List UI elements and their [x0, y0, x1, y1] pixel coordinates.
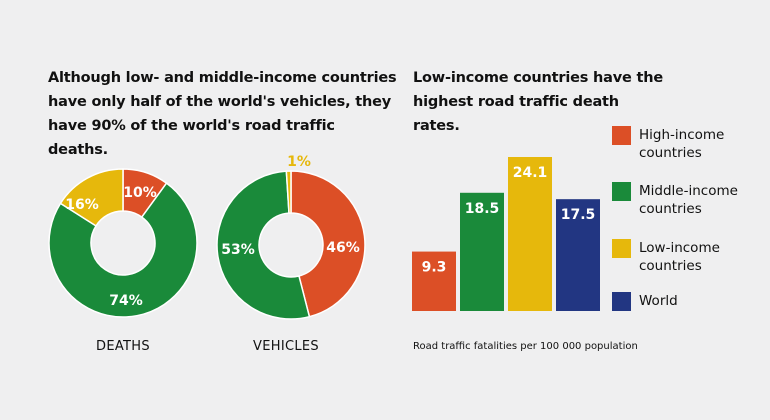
bar-high-income-countries [412, 251, 456, 311]
deaths-slice-2 [59, 168, 124, 227]
bar-value-label-middle-income-countries: 18.5 [465, 201, 500, 217]
deaths-vehicles-heading: Although low- and middle-income countrie… [48, 70, 397, 158]
vehicles-caption: VEHICLES [253, 339, 319, 354]
legend-label-middle-income: Middle-income countries [639, 183, 738, 217]
legend-label-high-income: High-income countries [639, 127, 725, 161]
bar-value-label-world: 17.5 [561, 207, 596, 223]
bar-low-income-countries [508, 157, 552, 311]
death-rates-heading: Low-income countries have the highest ro… [413, 70, 663, 134]
deaths-slice-label-1: 74% [109, 293, 143, 309]
vehicles-slice-label-0: 46% [326, 240, 360, 256]
deaths-donut: 10% 74% 16% DEATHS [48, 168, 198, 354]
death-rate-bar-chart: 9.3 18.5 24.1 17.5 [412, 157, 600, 311]
bar-middle-income-countries [460, 192, 504, 311]
deaths-slice-1 [48, 182, 198, 318]
legend-label-low-income: Low-income countries [639, 240, 720, 274]
legend-swatch-world [612, 292, 631, 311]
legend-swatch-high-income [612, 126, 631, 145]
vehicles-slice-0 [290, 170, 366, 318]
vehicles-slice-label-2: 1% [287, 154, 311, 170]
vehicles-slice-2 [285, 170, 292, 214]
bar-world [556, 199, 600, 311]
legend-label-world: World [639, 293, 678, 309]
legend-swatch-middle-income [612, 182, 631, 201]
vehicles-slice-1 [216, 170, 311, 320]
bar-value-label-low-income-countries: 24.1 [513, 165, 548, 181]
legend-swatch-low-income [612, 239, 631, 258]
deaths-slice-label-2: 16% [65, 197, 99, 213]
deaths-caption: DEATHS [96, 339, 150, 354]
bar-value-label-high-income-countries: 9.3 [422, 260, 447, 276]
vehicles-donut: 46% 53% 1% VEHICLES [216, 154, 366, 354]
bar-chart-footnote: Road traffic fatalities per 100 000 popu… [413, 341, 638, 352]
vehicles-slice-label-1: 53% [221, 242, 255, 258]
deaths-slice-label-0: 10% [123, 185, 157, 201]
